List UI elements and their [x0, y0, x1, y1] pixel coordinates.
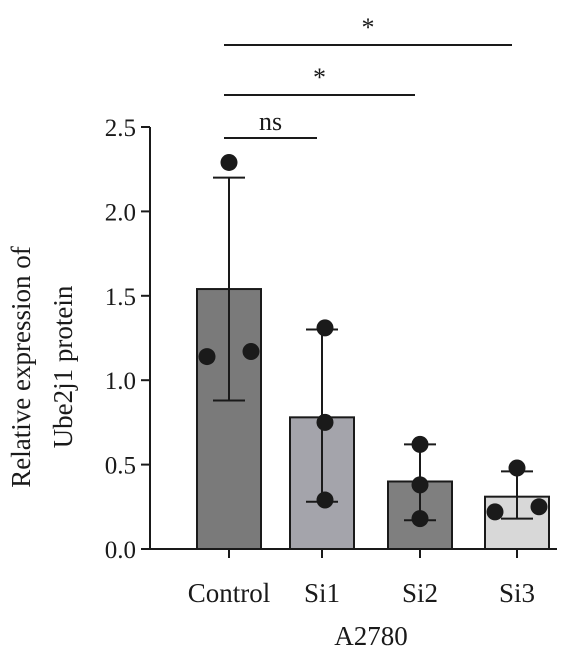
- data-point: [411, 510, 429, 528]
- y-axis-title-line-2: Ube2j1 protein: [48, 285, 78, 448]
- significance-label: *: [313, 63, 326, 92]
- y-tick-label: 1.5: [105, 284, 136, 311]
- data-point: [316, 491, 334, 509]
- data-point: [242, 343, 260, 361]
- y-axis-title: Relative expression of Ube2j1 protein: [6, 246, 78, 487]
- x-axis-title: A2780: [334, 621, 408, 651]
- y-tick-label: 2.0: [105, 199, 136, 226]
- y-tick-label: 2.5: [105, 115, 136, 142]
- significance-label: *: [362, 13, 375, 42]
- x-tick-label-si1: Si1: [304, 578, 340, 608]
- data-point: [411, 476, 429, 494]
- y-tick-label: 0.5: [105, 453, 136, 480]
- data-point: [530, 498, 548, 516]
- y-tick-label: 1.0: [105, 368, 136, 395]
- data-point: [508, 459, 526, 477]
- x-tick-label-control: Control: [188, 578, 271, 608]
- data-point: [316, 413, 334, 431]
- x-tick-label-si2: Si2: [402, 578, 438, 608]
- y-tick-label: 0.0: [105, 537, 136, 564]
- data-point: [220, 153, 238, 171]
- significance-label: ns: [259, 107, 282, 136]
- y-axis-title-line-1: Relative expression of: [6, 246, 36, 487]
- data-point: [316, 319, 334, 337]
- data-point: [198, 348, 216, 366]
- data-point: [486, 503, 504, 521]
- data-point: [411, 435, 429, 453]
- plot-area: 0.0 0.5 1.0 1.5 2.0 2.5 Control Si1 Si2 Si3 ns * *: [105, 13, 557, 608]
- x-tick-label-si3: Si3: [499, 578, 535, 608]
